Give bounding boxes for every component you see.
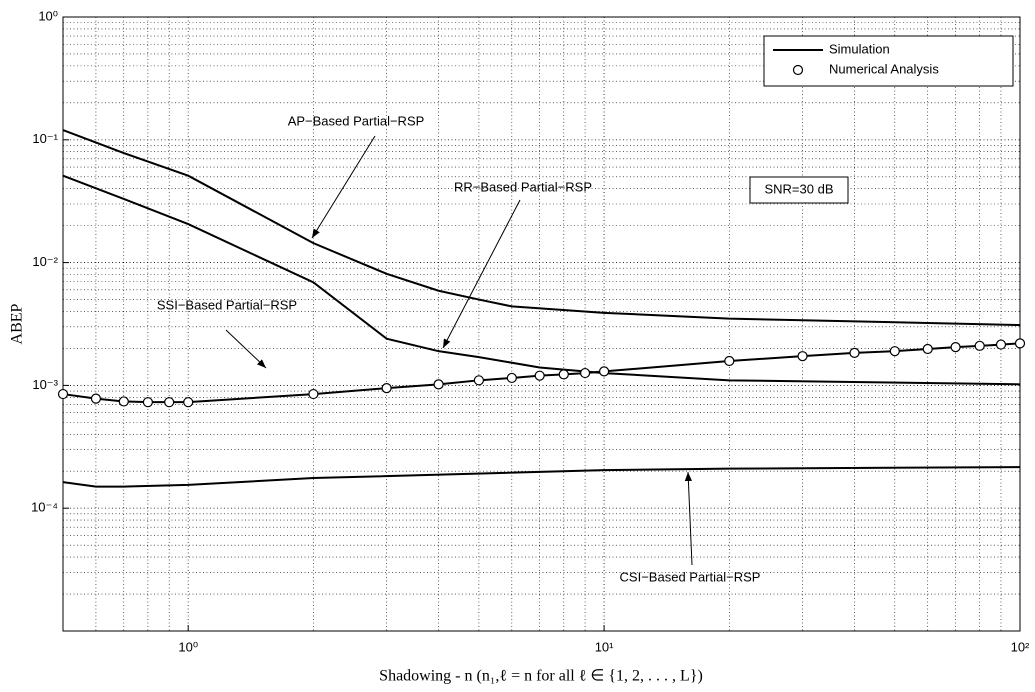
data-point xyxy=(473,375,485,386)
x-tick-label: 10⁰ xyxy=(178,639,198,654)
y-tick-label: 10⁻² xyxy=(32,254,58,269)
series-line xyxy=(62,466,1021,488)
data-point xyxy=(381,383,392,394)
data-point xyxy=(308,388,319,400)
series-line xyxy=(62,174,1021,386)
data-point xyxy=(797,351,808,362)
data-point xyxy=(558,369,569,380)
data-point xyxy=(724,355,735,367)
data-point xyxy=(506,372,517,384)
data-point xyxy=(183,397,194,408)
x-axis-label: Shadowing - n (n₁,ℓ = n for all ℓ ∈ {1, … xyxy=(379,668,703,685)
curve-label: SSI−Based Partial−RSP xyxy=(157,297,297,312)
y-tick-label: 10⁰ xyxy=(38,8,58,23)
y-axis-label: ABEP xyxy=(9,303,26,344)
annotation-box xyxy=(749,176,849,204)
data-point xyxy=(889,346,900,357)
data-point xyxy=(598,366,610,377)
x-tick-label: 10² xyxy=(1011,639,1030,654)
legend-label: Simulation xyxy=(829,41,890,56)
data-point xyxy=(142,397,153,408)
data-point xyxy=(974,340,985,351)
legend-marker xyxy=(792,64,804,76)
annotation-arrow xyxy=(442,199,521,349)
curve-label: AP−Based Partial−RSP xyxy=(288,113,425,128)
data-point xyxy=(534,370,545,381)
data-point xyxy=(579,367,591,379)
y-tick-label: 10⁻³ xyxy=(32,377,58,392)
curve-label: CSI−Based Partial−RSP xyxy=(620,569,761,584)
data-point xyxy=(995,339,1007,350)
data-point xyxy=(849,347,860,358)
data-point xyxy=(57,388,69,400)
data-point xyxy=(433,379,444,390)
annotation-arrow xyxy=(311,135,376,239)
plot-frame xyxy=(62,16,1021,632)
legend-label: Numerical Analysis xyxy=(829,61,939,76)
data-point xyxy=(90,393,102,404)
series-line xyxy=(62,129,1021,327)
x-tick-label: 10¹ xyxy=(595,639,614,654)
data-point xyxy=(950,342,961,353)
annotation-arrow xyxy=(225,329,267,369)
data-point xyxy=(1014,338,1026,349)
legend-box xyxy=(763,35,1014,87)
curve-label: RR−Based Partial−RSP xyxy=(454,179,592,194)
data-point xyxy=(164,397,175,408)
annotation-arrow xyxy=(684,471,693,566)
data-point xyxy=(118,396,129,407)
annotation: SNR=30 dB xyxy=(764,181,833,196)
y-tick-label: 10⁻¹ xyxy=(32,131,58,146)
data-point xyxy=(922,343,933,355)
y-tick-label: 10⁻⁴ xyxy=(31,500,58,515)
